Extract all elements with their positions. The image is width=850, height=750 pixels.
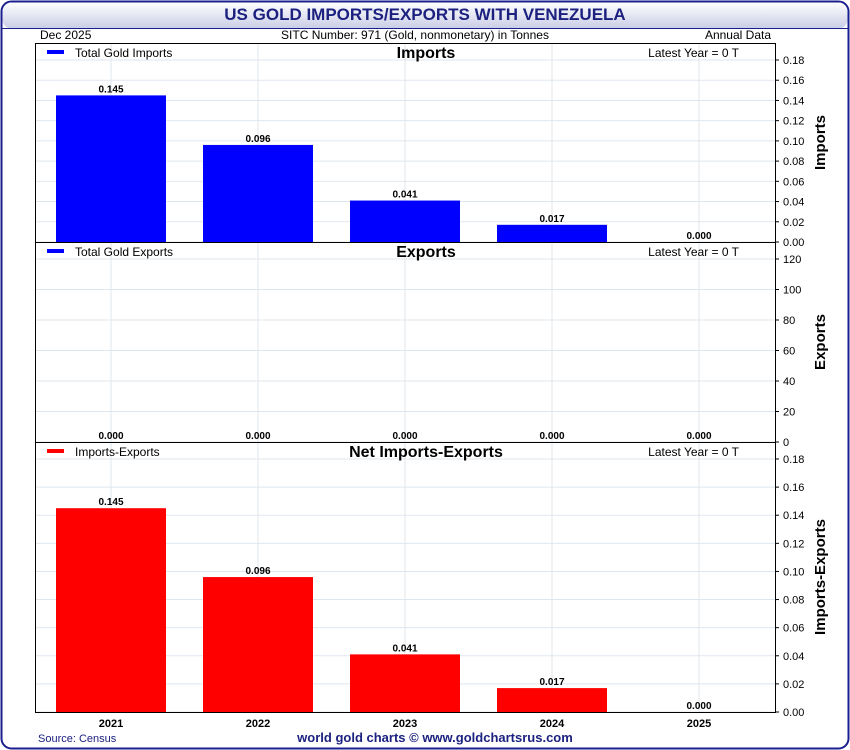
imports-ytick-label: 0.08 [783,156,804,168]
net-data-label: 0.017 [539,677,564,688]
imports-legend-swatch [47,50,64,54]
exports-ytick-label: 100 [783,285,801,297]
imports-axis-label: Imports [812,115,829,170]
xtick-label-2021: 2021 [99,718,123,730]
title-bar [2,2,848,29]
net-panel-title: Net Imports-Exports [349,444,503,461]
net-ytick-label: 0.06 [783,623,804,635]
net-data-label: 0.145 [98,497,123,508]
net-data-label: 0.000 [686,701,711,712]
net-latest-note: Latest Year = 0 T [648,445,740,459]
exports-ytick-label: 80 [783,315,795,327]
exports-ytick-label: 20 [783,407,795,419]
chart-subtitle: SITC Number: 971 (Gold, nonmonetary) in … [281,28,549,42]
imports-ytick-label: 0.12 [783,116,804,128]
chart-title: US GOLD IMPORTS/EXPORTS WITH VENEZUELA [224,5,626,24]
xtick-label-2024: 2024 [540,718,565,730]
imports-ytick-label: 0.18 [783,55,804,67]
imports-bar-2024 [497,224,607,242]
net-data-label: 0.096 [245,566,270,577]
footer-source: Source: Census [38,733,117,745]
net-ytick-label: 0.02 [783,679,804,691]
net-ytick-label: 0.08 [783,595,804,607]
exports-data-label: 0.000 [686,431,711,442]
imports-data-label: 0.017 [539,214,564,225]
net-legend-label: Imports-Exports [75,445,160,459]
imports-ytick-label: 0.04 [783,197,804,209]
net-ytick-label: 0.00 [783,707,804,719]
exports-ytick-label: 0 [783,437,789,449]
exports-data-label: 0.000 [245,431,270,442]
net-ytick-label: 0.14 [783,510,804,522]
exports-data-label: 0.000 [539,431,564,442]
frequency-label: Annual Data [704,28,771,42]
net-ytick-label: 0.16 [783,482,804,494]
imports-ytick-label: 0.14 [783,95,804,107]
xtick-label-2022: 2022 [246,718,270,730]
net-legend-swatch [47,449,64,453]
net-bar-2024 [497,688,607,712]
net-ytick-label: 0.04 [783,651,804,663]
imports-ytick-label: 0.16 [783,75,804,87]
imports-legend-label: Total Gold Imports [75,46,172,60]
imports-ytick-label: 0.10 [783,136,804,148]
imports-bar-2022 [203,144,313,242]
imports-bar-2021 [56,95,166,242]
exports-axis-label: Exports [812,314,829,370]
net-bar-2023 [350,654,460,712]
footer-credit: world gold charts © www.goldchartsrus.co… [297,730,573,745]
exports-legend-swatch [47,249,64,253]
imports-data-label: 0.000 [686,231,711,242]
net-bar-2022 [203,577,313,712]
exports-panel-title: Exports [396,244,456,261]
net-ytick-label: 0.18 [783,454,804,466]
exports-ytick-label: 40 [783,376,795,388]
net-data-label: 0.041 [392,643,417,654]
imports-bar-2023 [350,200,460,242]
exports-ytick-label: 120 [783,254,801,266]
imports-ytick-label: 0.02 [783,217,804,229]
imports-latest-note: Latest Year = 0 T [648,46,740,60]
xtick-label-2025: 2025 [687,718,711,730]
net-ytick-label: 0.12 [783,538,804,550]
exports-legend-label: Total Gold Exports [75,245,173,259]
net-axis-label: Imports-Exports [812,519,829,635]
imports-panel-title: Imports [397,45,456,62]
exports-data-label: 0.000 [98,431,123,442]
exports-ytick-label: 60 [783,346,795,358]
imports-data-label: 0.145 [98,84,123,95]
imports-ytick-label: 0.06 [783,176,804,188]
net-panel-border [35,442,776,713]
exports-latest-note: Latest Year = 0 T [648,245,740,259]
exports-data-label: 0.000 [392,431,417,442]
net-ytick-label: 0.10 [783,566,804,578]
imports-ytick-label: 0.00 [783,237,804,249]
net-bar-2021 [56,508,166,712]
date-label: Dec 2025 [40,28,92,42]
xtick-label-2023: 2023 [393,718,417,730]
imports-data-label: 0.096 [245,134,270,145]
imports-data-label: 0.041 [392,190,417,201]
